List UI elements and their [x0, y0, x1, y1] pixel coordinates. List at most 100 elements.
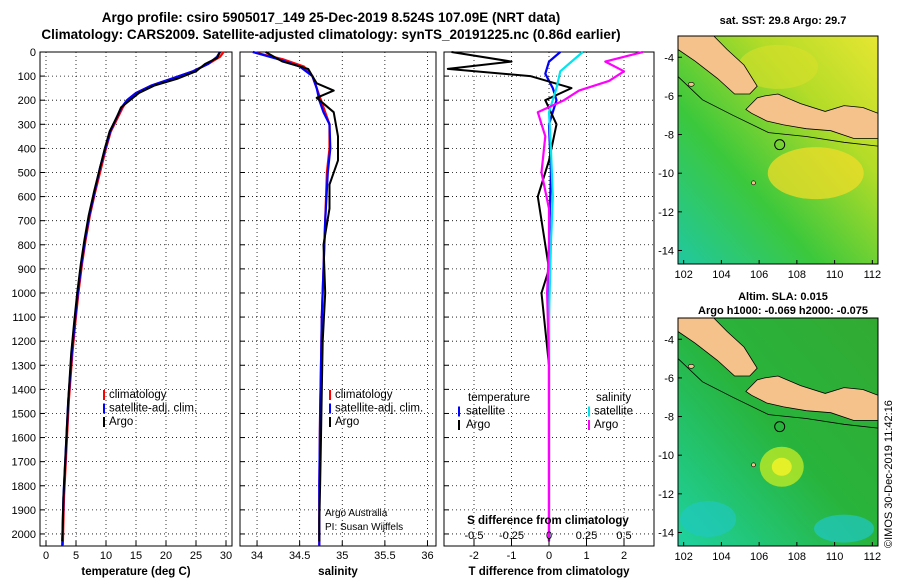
- x-tick-label-difference: -2: [469, 550, 479, 562]
- map-x-tick-label: 112: [864, 551, 882, 563]
- s-tick-label: 0: [546, 530, 552, 542]
- y-tick-label: 1400: [12, 384, 36, 396]
- s-tick-label: -0.25: [499, 530, 524, 542]
- x-tick-label-difference: 2: [621, 550, 627, 562]
- island: [687, 364, 695, 369]
- map-x-tick-label: 108: [788, 269, 806, 281]
- map-y-tick-label: -8: [664, 412, 674, 424]
- legend-label-salinity: salinity: [596, 392, 631, 404]
- sst-map-title: sat. SST: 29.8 Argo: 29.7: [719, 15, 847, 27]
- s-tick-label: 0.5: [616, 530, 631, 542]
- sla-low-patch: [680, 500, 737, 537]
- x-tick-label-temperature: 15: [130, 550, 142, 562]
- argo-australia-note: Argo Australia: [325, 508, 388, 519]
- x-tick-label-temperature: 25: [190, 550, 202, 562]
- argo-position-marker: [774, 139, 786, 151]
- x-tick-label-temperature: 30: [220, 550, 232, 562]
- map-y-tick-label: -14: [658, 527, 674, 539]
- map-y-tick-label: -10: [658, 168, 674, 180]
- y-tick-label: 900: [18, 264, 36, 276]
- y-tick-label: 2000: [12, 529, 36, 541]
- x-tick-label-temperature: 5: [73, 550, 79, 562]
- legend-label-temperature: Argo: [466, 419, 490, 431]
- map-x-tick-label: 106: [750, 551, 768, 563]
- map-y-tick-label: -4: [664, 52, 674, 64]
- map-y-tick-label: -14: [658, 245, 674, 257]
- map-y-tick-label: -6: [664, 91, 674, 103]
- y-tick-label: 300: [18, 119, 36, 131]
- map-y-tick-label: -12: [658, 489, 674, 501]
- map-y-tick-label: -10: [658, 450, 674, 462]
- climatology-title: Climatology: CARS2009. Satellite-adjuste…: [41, 27, 621, 42]
- island: [687, 82, 695, 87]
- legend-label-temperature: Argo: [109, 416, 133, 428]
- sumatra-land: [678, 36, 758, 95]
- map-map_sst: [677, 35, 879, 265]
- legend-label-temperature: satellite-adj. clim.: [109, 403, 197, 415]
- map-x-tick-label: 102: [674, 551, 692, 563]
- bathymetry-contour: [678, 76, 878, 147]
- map-y-tick-label: -12: [658, 207, 674, 219]
- legend-label-salinity: climatology: [335, 389, 393, 401]
- y-tick-label: 800: [18, 240, 36, 252]
- warm-patch: [767, 147, 864, 200]
- map-y-tick-label: -8: [664, 130, 674, 142]
- christmas-island: [751, 462, 756, 468]
- x-tick-label-temperature: 10: [100, 550, 112, 562]
- legend-label-temperature: satellite: [466, 406, 505, 418]
- y-tick-label: 0: [30, 47, 36, 59]
- x-tick-label-salinity: 34.5: [289, 550, 310, 562]
- plot-frame-salinity: [239, 51, 437, 547]
- java-land: [745, 93, 878, 139]
- x-tick-label-difference: 0: [546, 550, 552, 562]
- map-x-tick-label: 104: [712, 551, 730, 563]
- map-x-tick-label: 110: [826, 269, 844, 281]
- s-tick-label: -0.5: [465, 530, 484, 542]
- y-tick-label: 500: [18, 167, 36, 179]
- x-tick-label-difference: -1: [507, 550, 517, 562]
- x-tick-label-salinity: 35: [336, 550, 348, 562]
- series-argo: [265, 51, 339, 542]
- y-tick-label: 1600: [12, 433, 36, 445]
- x-axis-label-difference: T difference from climatology: [468, 566, 630, 578]
- x-tick-label-temperature: 0: [43, 550, 49, 562]
- y-tick-label: 1000: [12, 288, 36, 300]
- legend-label-salinity: satellite-adj. clim.: [335, 403, 423, 415]
- legend-label-salinity: Argo: [594, 419, 618, 431]
- x-tick-label-difference: 1: [583, 550, 589, 562]
- y-tick-label: 1700: [12, 457, 36, 469]
- y-tick-label: 1300: [12, 360, 36, 372]
- x-tick-label-temperature: 20: [160, 550, 172, 562]
- series-temperature-argo: [446, 51, 573, 542]
- y-tick-label: 600: [18, 192, 36, 204]
- s-difference-label: S difference from climatology: [467, 515, 629, 527]
- series-satellite-adj-clim-: [252, 50, 332, 546]
- y-tick-label: 1100: [12, 312, 36, 324]
- map-x-tick-label: 112: [864, 269, 882, 281]
- x-tick-label-salinity: 34: [251, 550, 263, 562]
- java-land: [745, 375, 878, 421]
- sla-low-patch: [814, 514, 875, 543]
- map-x-tick-label: 104: [712, 269, 730, 281]
- y-tick-label: 1800: [12, 481, 36, 493]
- y-tick-label: 100: [18, 71, 36, 83]
- pi-note: PI: Susan Wijffels: [325, 522, 403, 533]
- bathymetry-contour: [678, 358, 878, 429]
- legend-label-temperature: climatology: [109, 389, 167, 401]
- x-tick-label-salinity: 36: [421, 550, 433, 562]
- map-x-tick-label: 106: [750, 269, 768, 281]
- map-frame-map_sst: [677, 35, 879, 265]
- profile-title: Argo profile: csiro 5905017_149 25-Dec-2…: [101, 10, 561, 25]
- map-field-map_sst: [678, 36, 878, 264]
- map-y-tick-label: -4: [664, 334, 674, 346]
- plot-frame-temperature: [39, 51, 233, 547]
- sumatra-land: [678, 318, 758, 377]
- x-axis-label-temperature: temperature (deg C): [81, 566, 190, 578]
- x-tick-label-salinity: 35.5: [374, 550, 395, 562]
- legend-label-temperature: temperature: [468, 392, 530, 404]
- map-x-tick-label: 102: [674, 269, 692, 281]
- argo-position-marker: [774, 421, 786, 433]
- sla-map-title-2: Argo h1000: -0.069 h2000: -0.075: [698, 305, 868, 317]
- map-field-map_sla: [678, 318, 878, 546]
